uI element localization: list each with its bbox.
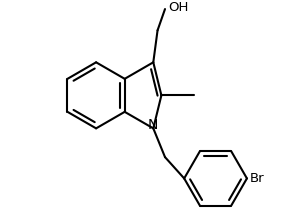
Text: OH: OH bbox=[168, 2, 189, 14]
Text: Br: Br bbox=[249, 172, 264, 185]
Text: N: N bbox=[148, 118, 159, 132]
